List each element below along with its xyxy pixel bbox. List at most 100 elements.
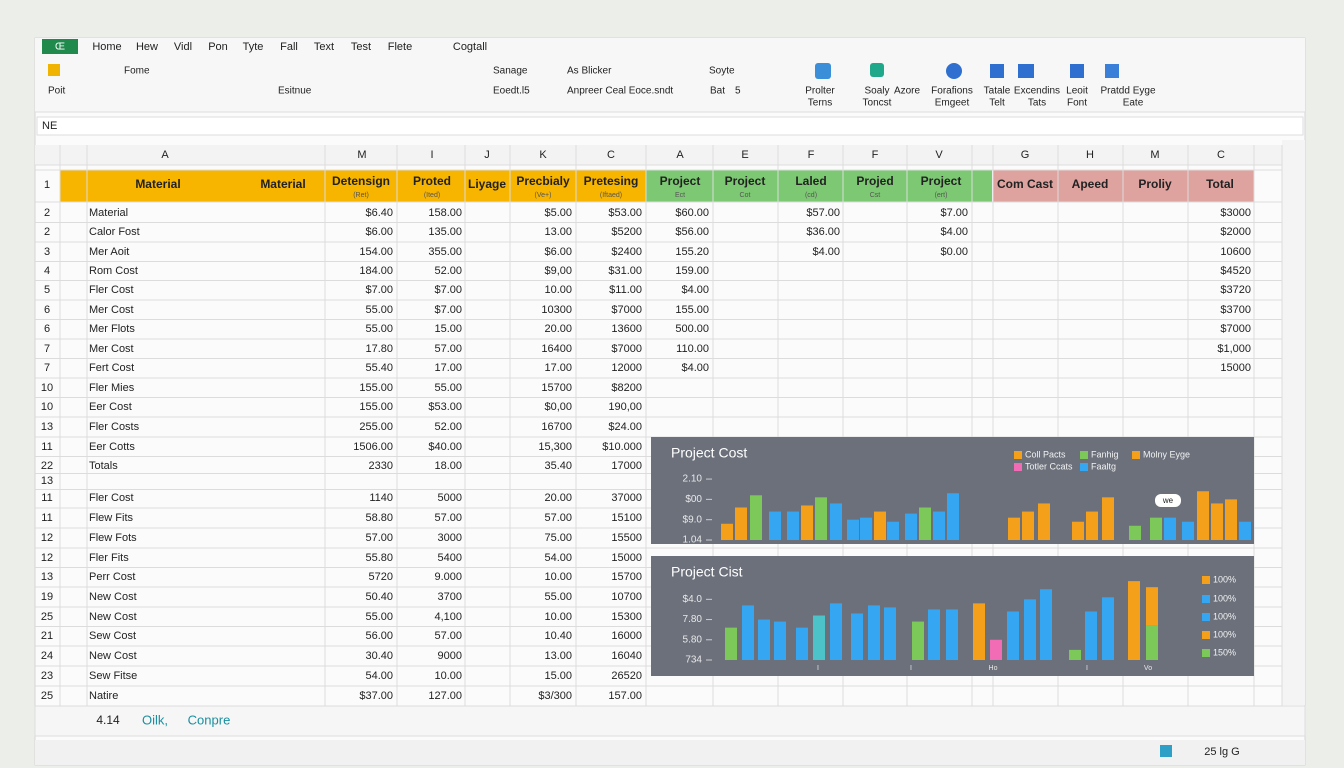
cell[interactable]: $2400 (611, 246, 642, 258)
cell[interactable]: 15,300 (538, 441, 572, 453)
cell[interactable]: $11.00 (609, 284, 642, 296)
ribbon-item[interactable]: Tats (1028, 98, 1046, 109)
cell[interactable]: 15.00 (434, 323, 462, 335)
cell[interactable]: $3700 (1220, 304, 1251, 316)
ribbon-tab[interactable]: Pon (208, 41, 228, 53)
cell[interactable]: $24.00 (608, 421, 642, 433)
cell[interactable]: $7.00 (434, 304, 462, 316)
ribbon-item[interactable]: Soyte (709, 66, 735, 77)
ribbon-item[interactable]: Bat (710, 86, 725, 97)
cell[interactable]: 155.00 (359, 401, 393, 413)
cell[interactable]: 255.00 (359, 421, 393, 433)
cell[interactable]: 55.00 (434, 382, 462, 394)
cell[interactable]: 155.00 (675, 304, 709, 316)
cell[interactable]: 9000 (438, 650, 462, 662)
cell[interactable]: 5720 (369, 571, 393, 583)
cell[interactable]: $7.00 (940, 207, 968, 219)
cell[interactable]: 17.00 (434, 362, 462, 374)
cell[interactable]: 3000 (438, 532, 462, 544)
cell[interactable]: $6.40 (365, 207, 393, 219)
ribbon-tab[interactable]: Test (351, 41, 371, 53)
cell[interactable]: $3000 (1220, 207, 1251, 219)
cell[interactable]: 17.80 (365, 343, 393, 355)
cell[interactable]: $7000 (611, 304, 642, 316)
cell[interactable]: $9,00 (544, 265, 572, 277)
cell[interactable]: 15000 (1220, 362, 1251, 374)
sheet-tab[interactable]: 4.14 (96, 713, 120, 727)
cell[interactable]: 9.000 (434, 571, 462, 583)
ribbon-item[interactable]: Anpreer Ceal Eoce.sndt (567, 86, 673, 97)
cell[interactable]: $57.00 (806, 207, 840, 219)
cell[interactable]: 5000 (438, 492, 462, 504)
cell[interactable]: 57.00 (434, 512, 462, 524)
ribbon-item[interactable]: As Blicker (567, 66, 612, 77)
sheet-tab[interactable]: Oilk, (142, 712, 168, 727)
ribbon-item[interactable]: Eoedt.l5 (493, 86, 530, 97)
cell[interactable]: 4,100 (434, 611, 462, 623)
ribbon-tab[interactable]: Text (314, 41, 334, 53)
cell[interactable]: 56.00 (365, 630, 393, 642)
cell[interactable]: $4.00 (681, 362, 709, 374)
cell[interactable]: 10700 (611, 591, 642, 603)
cell[interactable]: 13600 (611, 323, 642, 335)
ribbon-item[interactable]: Font (1067, 98, 1087, 109)
cell[interactable]: $53.00 (608, 207, 642, 219)
cell[interactable]: 20.00 (544, 492, 572, 504)
cell[interactable]: $7000 (1220, 323, 1251, 335)
cell[interactable]: $6.00 (544, 246, 572, 258)
cell[interactable]: $53.00 (428, 401, 462, 413)
cell[interactable]: 58.80 (365, 512, 393, 524)
cell[interactable]: 157.00 (608, 690, 642, 702)
cell[interactable]: $6.00 (365, 226, 393, 238)
cell[interactable]: 57.00 (544, 512, 572, 524)
cell[interactable]: $60.00 (675, 207, 709, 219)
cell[interactable]: 16700 (541, 421, 572, 433)
ribbon-item[interactable]: Sanage (493, 66, 528, 77)
cell[interactable]: $1,000 (1217, 343, 1251, 355)
cell[interactable]: 3700 (438, 591, 462, 603)
ribbon-item[interactable]: Excendins (1014, 86, 1060, 97)
cell[interactable]: $56.00 (675, 226, 709, 238)
cell[interactable]: 13.00 (544, 650, 572, 662)
cell[interactable]: 57.00 (365, 532, 393, 544)
formula-bar[interactable] (36, 116, 1304, 136)
cell[interactable]: 158.00 (428, 207, 462, 219)
cell[interactable]: $4.00 (681, 284, 709, 296)
cell[interactable]: $0,00 (544, 401, 572, 413)
ribbon-tab[interactable]: Tyte (243, 41, 264, 53)
cell[interactable]: $5200 (611, 226, 642, 238)
cell[interactable]: 54.00 (365, 670, 393, 682)
cell[interactable]: 10.40 (544, 630, 572, 642)
cell[interactable]: 10.00 (544, 571, 572, 583)
cell[interactable]: 2330 (369, 460, 393, 472)
cell[interactable]: 110.00 (676, 343, 709, 355)
cell[interactable]: 5400 (438, 552, 462, 564)
cell[interactable]: $7.00 (365, 284, 393, 296)
cell[interactable]: 15700 (611, 571, 642, 583)
ribbon-tab[interactable]: Cogtall (453, 41, 487, 53)
cell[interactable]: 159.00 (675, 265, 709, 277)
cell[interactable]: 55.40 (365, 362, 393, 374)
cell[interactable]: $31.00 (608, 265, 642, 277)
cell[interactable]: $0.00 (940, 246, 968, 258)
sheet-tab[interactable]: Conpre (188, 712, 231, 727)
cell[interactable]: 52.00 (434, 421, 462, 433)
ribbon-item[interactable]: Tatale (984, 86, 1011, 97)
cell[interactable]: 16000 (611, 630, 642, 642)
cell[interactable]: 154.00 (359, 246, 393, 258)
cell[interactable]: 10600 (1220, 246, 1251, 258)
cell[interactable]: 20.00 (544, 323, 572, 335)
ribbon-item[interactable]: Prolter (805, 86, 835, 97)
cell[interactable]: 16040 (611, 650, 642, 662)
cell[interactable]: 10.00 (544, 284, 572, 296)
cell[interactable]: 155.20 (675, 246, 709, 258)
cell[interactable]: $5.00 (544, 207, 572, 219)
cell[interactable]: $37.00 (359, 690, 393, 702)
cell[interactable]: 1140 (369, 492, 393, 504)
cell[interactable]: 15100 (611, 512, 642, 524)
cell[interactable]: 10300 (541, 304, 572, 316)
ribbon-item[interactable]: Azore (894, 86, 921, 97)
ribbon-item[interactable]: Forafions (931, 86, 973, 97)
cell[interactable]: 190,00 (608, 401, 642, 413)
ribbon-item[interactable]: Eate (1123, 98, 1144, 109)
